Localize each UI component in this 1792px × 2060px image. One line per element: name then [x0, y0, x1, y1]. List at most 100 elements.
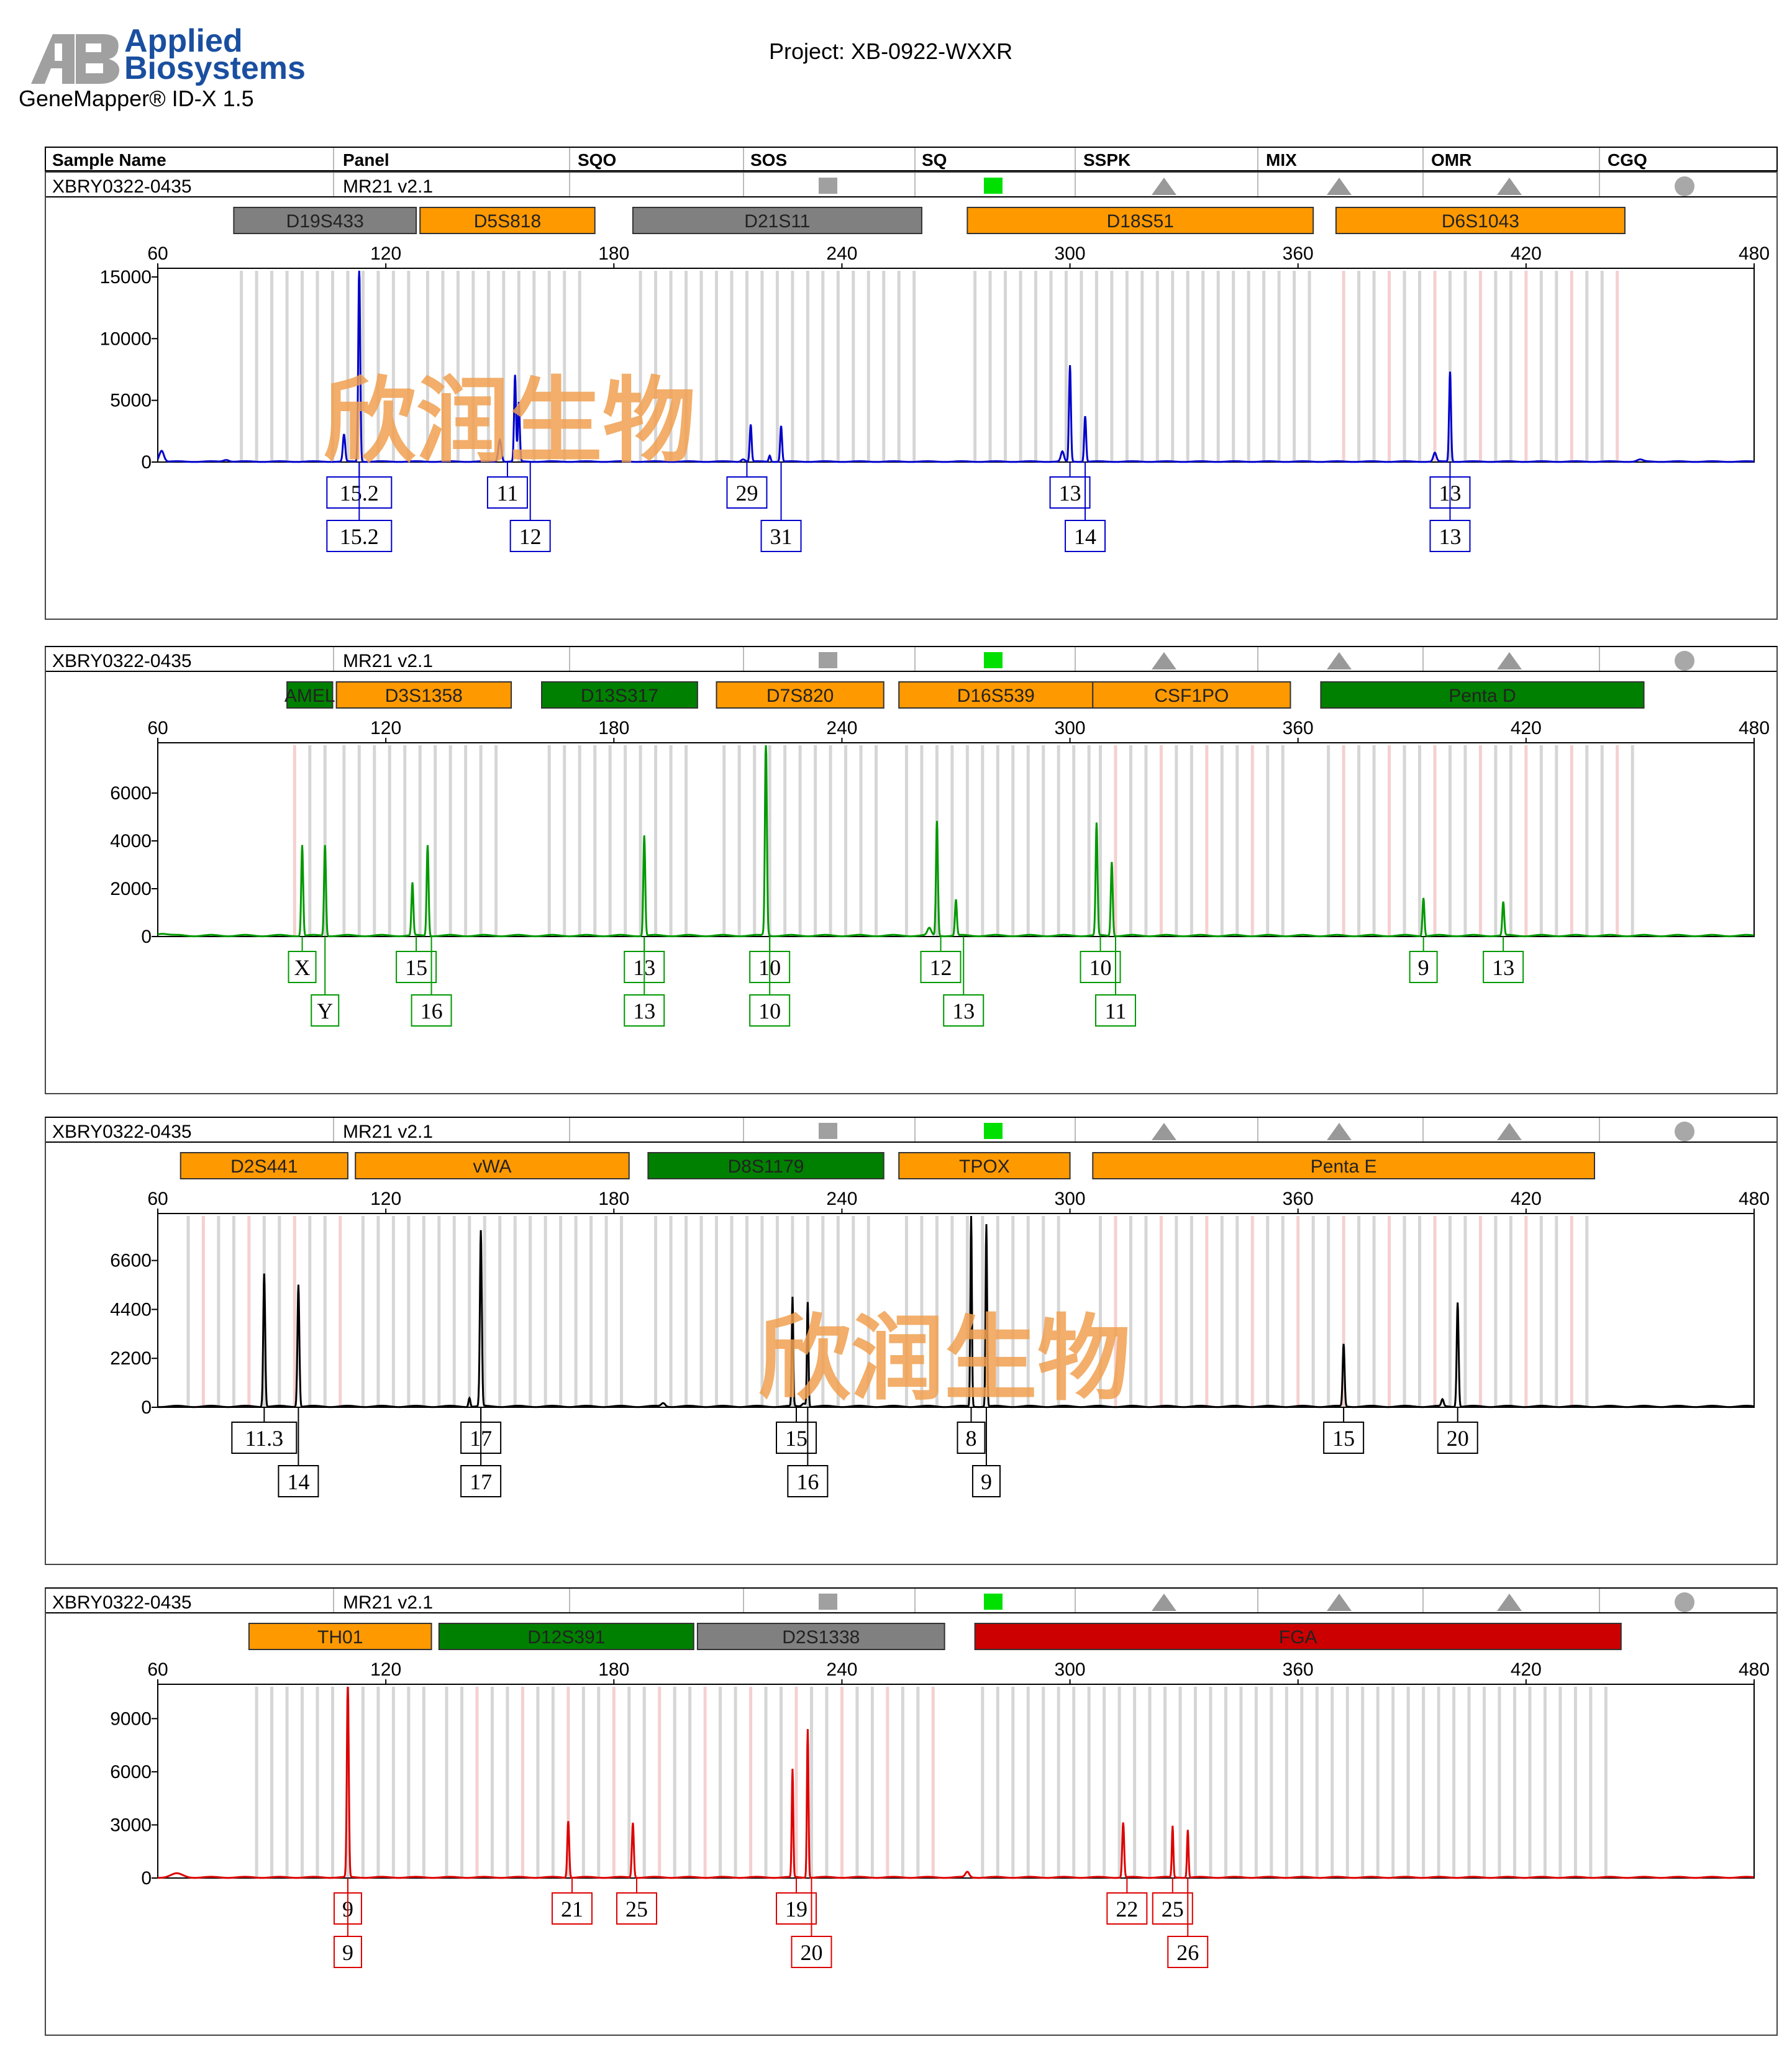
col-sqo: SQO [578, 150, 617, 170]
marker-fga[interactable] [974, 1623, 1622, 1650]
allele-call-box[interactable] [411, 994, 452, 1027]
allele-call-label: 31 [770, 524, 793, 549]
col-sample-name: Sample Name [52, 150, 166, 170]
allele-call-box[interactable] [943, 994, 985, 1027]
marker-d6s1043[interactable] [1335, 207, 1626, 234]
marker-d2s441[interactable] [180, 1152, 348, 1179]
x-tick-label: 420 [1511, 1659, 1542, 1680]
marker-d16s539[interactable] [898, 681, 1094, 709]
sq-status-green-square-icon [984, 178, 1003, 194]
allele-call-box[interactable] [1152, 1892, 1193, 1925]
allele-call-box[interactable] [288, 951, 317, 983]
allele-call-box[interactable] [616, 1892, 657, 1925]
allele-call-box[interactable] [1437, 1422, 1478, 1454]
marker-penta-e[interactable] [1092, 1152, 1596, 1179]
marker-vwa[interactable] [355, 1152, 630, 1179]
allele-call-box[interactable] [1049, 476, 1091, 509]
sample-row[interactable]: XBRY0322-0435 MR21 v2.1 [46, 173, 1776, 197]
x-tick-label: 180 [598, 1659, 629, 1680]
software-version: GeneMapper® ID-X 1.5 [19, 86, 254, 111]
allele-call-box[interactable] [509, 520, 551, 552]
allele-call-box[interactable] [1409, 951, 1438, 983]
allele-call-label: 26 [1176, 1940, 1199, 1965]
col-sq: SQ [922, 150, 947, 170]
allele-call-box[interactable] [460, 1465, 502, 1497]
marker-d8s1179[interactable] [647, 1152, 885, 1179]
marker-d5s818[interactable] [419, 207, 596, 234]
y-tick-label: 0 [141, 1397, 152, 1418]
marker-tpox[interactable] [898, 1152, 1071, 1179]
sample-row[interactable]: XBRY0322-0435 MR21 v2.1 [46, 1589, 1776, 1613]
sspk-triangle-icon [1152, 178, 1176, 195]
marker-d13s317[interactable] [541, 681, 698, 709]
allele-call-box[interactable] [1323, 1422, 1365, 1454]
sample-name: XBRY0322-0435 [52, 1122, 192, 1142]
sos-status-square-icon [819, 652, 837, 668]
marker-label: Penta D [1449, 686, 1516, 706]
allele-call-box[interactable] [749, 994, 791, 1027]
x-tick-label: 300 [1055, 1189, 1086, 1209]
marker-label: D5S818 [474, 211, 541, 232]
marker-label: D8S1179 [728, 1156, 804, 1177]
allele-call-label: 12 [930, 955, 952, 980]
allele-call-box[interactable] [278, 1465, 319, 1497]
allele-call-box[interactable] [726, 476, 768, 509]
allele-call-box[interactable] [231, 1422, 298, 1454]
y-tick-label: 0 [141, 1868, 152, 1889]
x-tick-label: 360 [1283, 1189, 1314, 1209]
allele-call-box[interactable] [776, 1892, 817, 1925]
marker-d21s11[interactable] [632, 207, 922, 234]
x-tick-label: 180 [598, 718, 629, 738]
allele-call-box[interactable] [957, 1422, 986, 1454]
x-tick-label: 300 [1055, 1659, 1086, 1680]
allele-call-box[interactable] [333, 1936, 362, 1968]
allele-call-box[interactable] [1429, 520, 1471, 552]
allele-call-box[interactable] [311, 994, 340, 1027]
y-tick-label: 15000 [100, 267, 152, 288]
sample-row[interactable]: XBRY0322-0435 MR21 v2.1 [46, 1118, 1776, 1143]
marker-d19s433[interactable] [233, 207, 417, 234]
y-tick-label: 0 [141, 927, 152, 947]
marker-d2s1338[interactable] [696, 1623, 945, 1650]
allele-call-box[interactable] [624, 994, 665, 1027]
marker-d18s51[interactable] [966, 207, 1314, 234]
allele-call-box[interactable] [551, 1892, 593, 1925]
allele-call-box[interactable] [760, 520, 802, 552]
marker-d7s820[interactable] [716, 681, 885, 709]
allele-call-box[interactable] [1080, 951, 1121, 983]
allele-call-box[interactable] [326, 520, 393, 552]
y-tick-label: 2200 [110, 1348, 152, 1369]
allele-call-box[interactable] [920, 951, 962, 983]
y-tick-label: 0 [141, 452, 152, 473]
allele-call-box[interactable] [1106, 1892, 1148, 1925]
allele-call-box[interactable] [486, 476, 528, 509]
allele-call-box[interactable] [1065, 520, 1106, 552]
omr-triangle-icon [1497, 652, 1522, 669]
col-sspk: SSPK [1083, 150, 1131, 170]
allele-call-box[interactable] [776, 1422, 817, 1454]
marker-penta-d[interactable] [1320, 681, 1645, 709]
marker-label: D12S391 [527, 1627, 605, 1648]
marker-csf1po[interactable] [1092, 681, 1291, 709]
allele-call-box[interactable] [1167, 1936, 1209, 1968]
x-tick-label: 420 [1511, 718, 1542, 738]
marker-d12s391[interactable] [438, 1623, 694, 1650]
allele-call-box[interactable] [971, 1465, 1001, 1497]
y-tick-label: 6000 [110, 1762, 152, 1782]
allele-call-box[interactable] [1483, 951, 1524, 983]
marker-amel[interactable] [286, 681, 334, 709]
x-tick-label: 240 [826, 718, 857, 738]
allele-call-box[interactable] [396, 951, 437, 983]
allele-call-box[interactable] [791, 1936, 832, 1968]
allele-call-box[interactable] [1095, 994, 1136, 1027]
col-panel: Panel [343, 150, 389, 170]
marker-th01[interactable] [248, 1623, 432, 1650]
allele-call-box[interactable] [787, 1465, 829, 1497]
allele-call-label: 15 [1332, 1426, 1355, 1451]
x-tick-label: 480 [1739, 243, 1770, 264]
x-tick-label: 420 [1511, 1189, 1542, 1209]
allele-call-label: 19 [785, 1897, 807, 1922]
marker-label: FGA [1279, 1627, 1317, 1648]
sample-row[interactable]: XBRY0322-0435 MR21 v2.1 [46, 647, 1776, 672]
marker-d3s1358[interactable] [335, 681, 512, 709]
